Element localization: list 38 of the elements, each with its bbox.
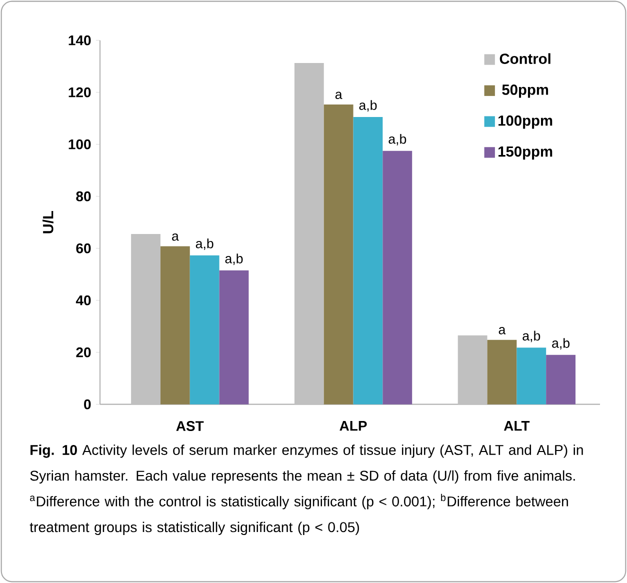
bar [131, 234, 160, 404]
annotation: a,b [522, 330, 540, 342]
bar [546, 354, 576, 404]
y-tick-label: 140 [68, 35, 91, 46]
bar [516, 348, 546, 404]
annotation: a [335, 92, 342, 100]
x-tick-label: ALP [340, 421, 367, 431]
y-tick-label: 60 [76, 243, 91, 254]
y-tick-label: 100 [68, 139, 91, 150]
bar [458, 335, 488, 404]
legend-label: 100ppm [498, 115, 552, 129]
y-tick-label: 40 [76, 295, 91, 306]
bar [353, 117, 383, 404]
x-tick-label: ALT [504, 421, 530, 431]
legend-label: 150ppm [498, 146, 552, 160]
y-tick-label: 0 [84, 399, 91, 410]
bar [160, 246, 190, 404]
bar [487, 340, 517, 404]
annotation: a,b [225, 254, 243, 265]
y-axis-title: U/L [42, 210, 54, 234]
annotation: a [172, 233, 179, 241]
text: Fig. 10 Activity levels of serum marker enzymes of tissue injury (AST, ALT and ALP) in Syrian hamster. Each value represents the mean ± SD of data (U/l) from five animals. $^{a}$Difference with the control is statistically significant (p < 0.001); $^{b}$Difference between treatment groups is statistically significant (p < 0.05) [30, 444, 583, 535]
annotation: a,b [359, 100, 377, 112]
y-tick-label: 120 [68, 87, 91, 98]
bar [219, 270, 249, 404]
bar [324, 104, 354, 404]
bar [190, 255, 220, 404]
annotation: a,b [196, 238, 214, 250]
annotation: a [498, 327, 506, 334]
legend-label: Control [500, 53, 550, 64]
y-tick-label: 20 [76, 347, 91, 358]
bar [294, 62, 324, 404]
bar [382, 150, 412, 404]
y-tick-label: 80 [76, 191, 91, 202]
x-tick-label: AST [176, 421, 204, 431]
annotation: a,b [552, 338, 570, 350]
legend-label: 50ppm [502, 84, 548, 98]
annotation: a,b [388, 134, 406, 146]
